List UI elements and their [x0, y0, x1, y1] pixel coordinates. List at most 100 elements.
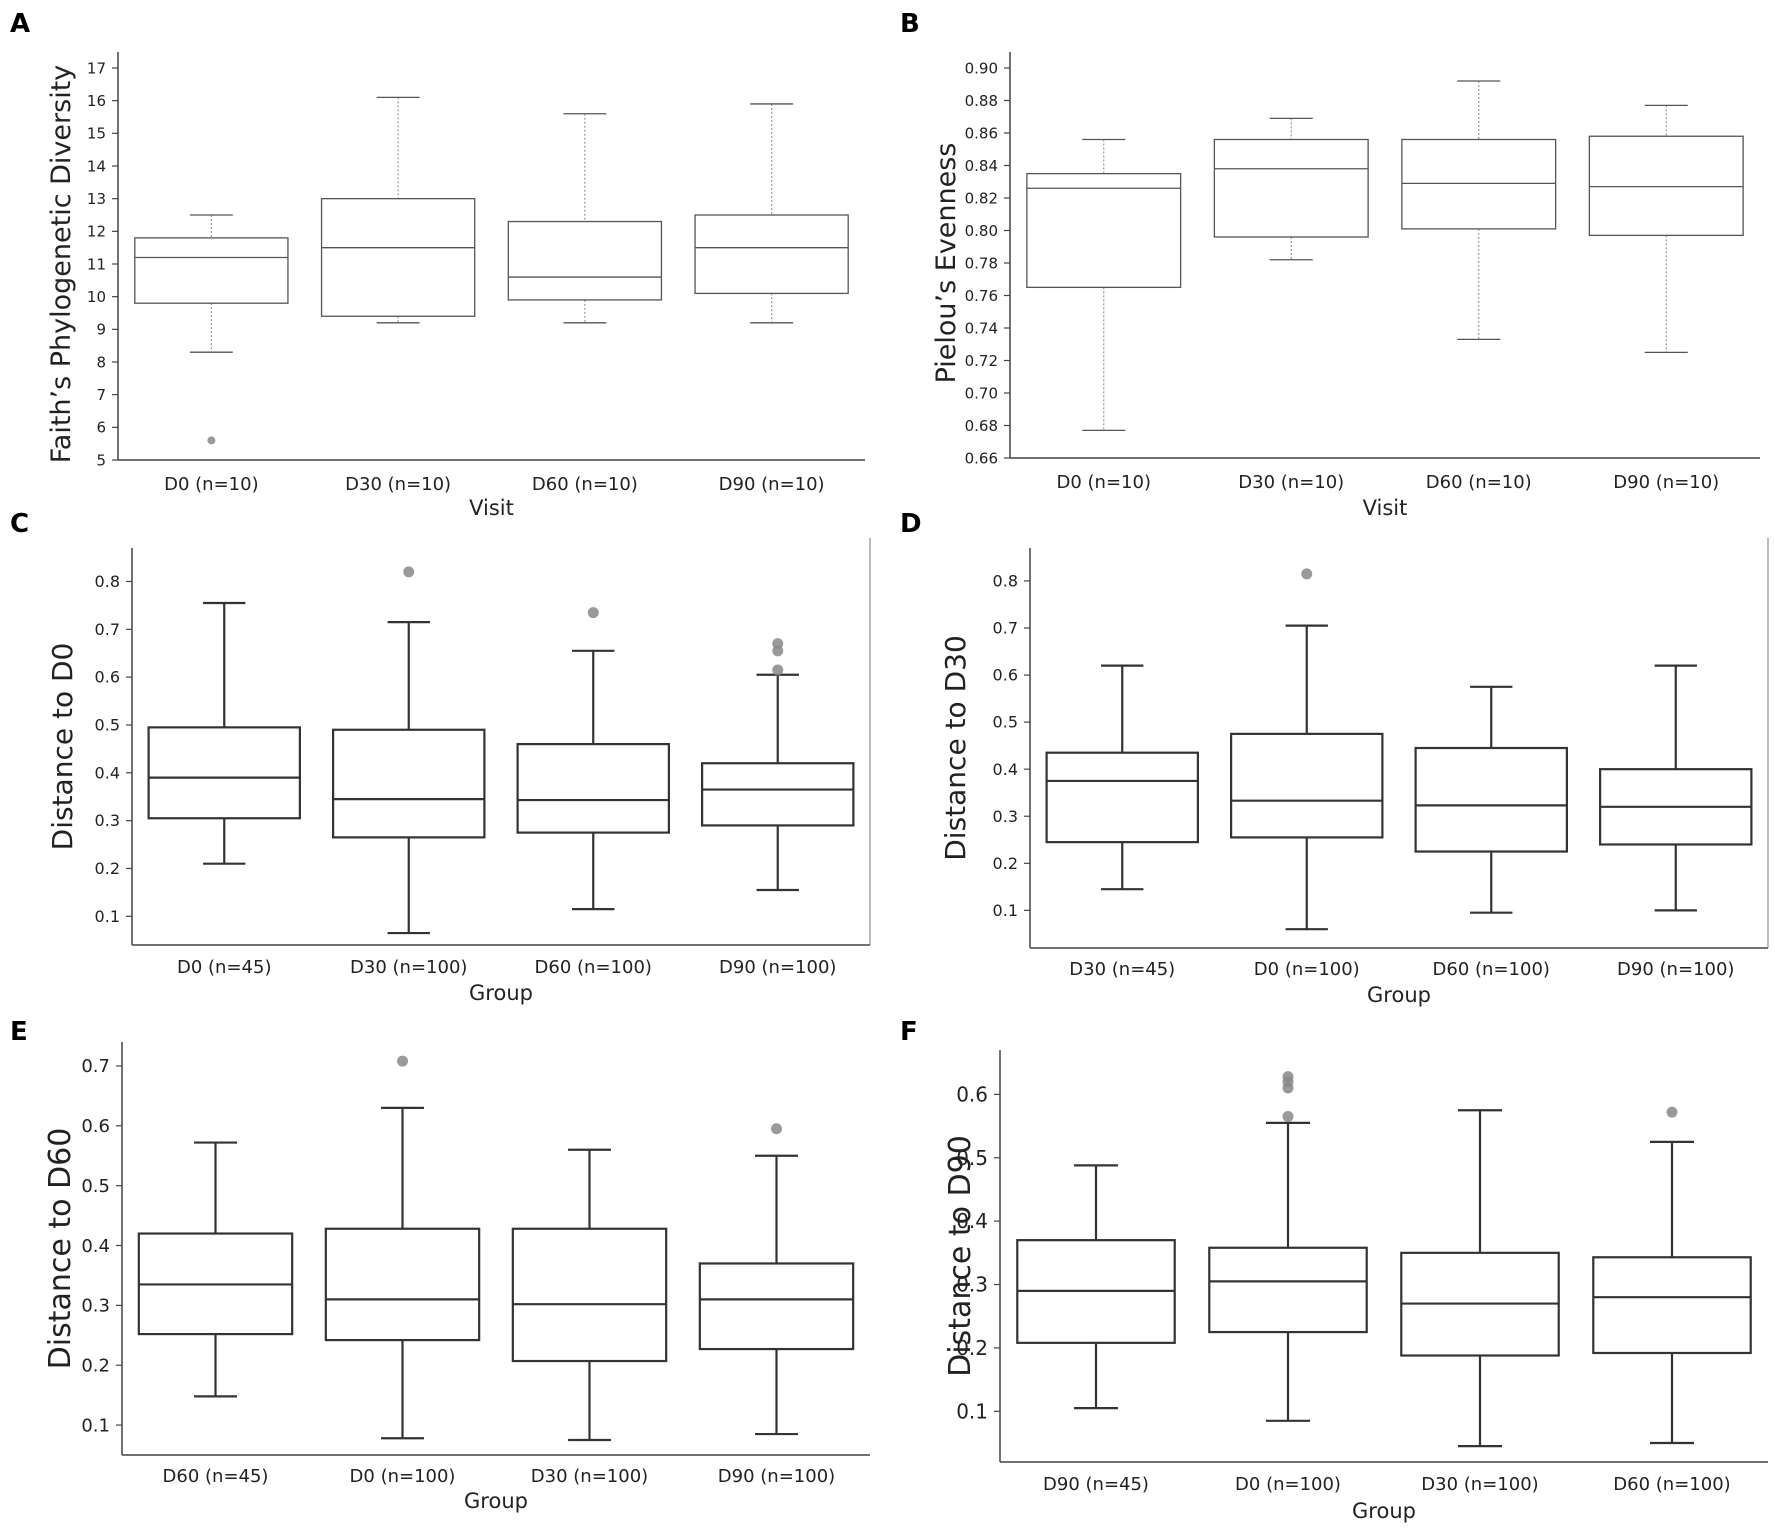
- box: [332, 728, 486, 839]
- y-tick-label: 0.80: [965, 222, 998, 240]
- outlier-point: [207, 436, 216, 445]
- x-tick-label: D90 (n=45): [1043, 1474, 1149, 1495]
- y-tick-label: 0.90: [965, 59, 998, 77]
- y-tick-label: 0.7: [95, 620, 120, 639]
- panel-d: D 0.1 0.2 0.3 0.4 0.5 0.6 0.7 0.8 Distance to D3…: [900, 509, 1769, 1007]
- y-tick-label: 0.84: [965, 157, 998, 175]
- x-tick-label: D30 (n=10): [345, 474, 451, 495]
- x-tick-label: D30 (n=100): [350, 957, 467, 978]
- panel-b: B 0.66 0.68 0.70 0.72 0.74 0.76 0.78 0.80 0.82 0.…: [900, 9, 1760, 520]
- y-axis-title: Faith’s Phylogenetic Diversity: [46, 65, 77, 464]
- box: [694, 214, 849, 295]
- panel-letter-a: A: [10, 9, 30, 39]
- outlier-point: [397, 1055, 408, 1067]
- y-tick-label: 0.78: [965, 254, 998, 272]
- x-tick-label: D90 (n=100): [718, 1466, 835, 1487]
- y-tick-label: 0.1: [95, 907, 120, 926]
- box: [1213, 138, 1369, 238]
- y-tick-label: 0.3: [81, 1296, 110, 1317]
- x-tick-label: D0 (n=10): [164, 474, 258, 495]
- outlier-point: [1666, 1106, 1678, 1118]
- box: [698, 1262, 855, 1351]
- outlier-point: [772, 638, 784, 650]
- box: [701, 762, 855, 827]
- x-tick-label: D90 (n=100): [719, 957, 836, 978]
- x-axis-title: Group: [1367, 983, 1431, 1007]
- y-axis-title: Distance to D30: [939, 635, 972, 861]
- panel-letter-d: D: [900, 509, 922, 539]
- y-tick-label: 0.6: [81, 1116, 110, 1137]
- x-tick-label: D60 (n=10): [532, 474, 638, 495]
- y-tick-label: 14: [87, 157, 106, 175]
- box: [1592, 1256, 1752, 1355]
- y-tick-label: 13: [87, 190, 106, 208]
- box: [320, 198, 476, 317]
- outlier-point: [403, 566, 415, 578]
- y-tick-label: 0.2: [956, 1336, 988, 1360]
- x-axis-title: Visit: [1363, 496, 1408, 520]
- y-tick-label: 11: [87, 255, 106, 273]
- x-tick-label: D30 (n=100): [1421, 1474, 1538, 1495]
- y-tick-label: 0.68: [965, 417, 998, 435]
- y-axis-title: Distance to D0: [46, 643, 79, 851]
- outlier-point: [772, 664, 784, 676]
- y-tick-label: 8: [96, 353, 106, 371]
- y-tick-label: 0.7: [993, 619, 1018, 638]
- y-tick-label: 0.3: [993, 807, 1018, 826]
- y-tick-label: 0.5: [956, 1146, 988, 1170]
- box: [516, 743, 670, 834]
- y-tick-label: 0.6: [95, 668, 120, 687]
- y-tick-label: 15: [87, 125, 106, 143]
- y-tick-label: 5: [96, 451, 106, 469]
- outlier-point: [1282, 1111, 1294, 1123]
- y-tick-label: 0.3: [95, 811, 120, 830]
- y-tick-label: 0.6: [956, 1082, 988, 1106]
- x-tick-label: D60 (n=100): [1613, 1474, 1730, 1495]
- outlier-point: [1282, 1071, 1294, 1083]
- panel-letter-b: B: [900, 9, 920, 39]
- panel-a: A 5 6 7 8 9 10 11 12 13 14 15 16 17 Faith’s Phylogene…: [10, 9, 865, 520]
- y-axis-title: Distance to D60: [43, 1128, 78, 1370]
- x-tick-label: D60 (n=100): [1433, 959, 1550, 980]
- y-tick-label: 0.5: [993, 713, 1018, 732]
- x-tick-label: D0 (n=100): [1254, 959, 1360, 980]
- y-tick-label: 10: [87, 288, 106, 306]
- y-tick-label: 0.4: [993, 760, 1018, 779]
- x-tick-label: D0 (n=45): [177, 957, 271, 978]
- box: [1026, 172, 1182, 289]
- y-tick-label: 0.76: [965, 287, 998, 305]
- x-tick-label: D90 (n=10): [719, 474, 825, 495]
- outlier-point: [1301, 568, 1313, 580]
- y-tick-label: 0.74: [965, 319, 998, 337]
- x-tick-label: D0 (n=100): [1235, 1474, 1341, 1495]
- y-axis-title: Pielou’s Evenness: [931, 143, 962, 384]
- x-axis-title: Visit: [469, 496, 514, 520]
- x-tick-label: D30 (n=100): [531, 1466, 648, 1487]
- y-tick-label: 0.82: [965, 189, 998, 207]
- box: [1414, 746, 1568, 853]
- x-axis-title: Group: [464, 1489, 528, 1513]
- x-tick-label: D90 (n=10): [1613, 472, 1719, 493]
- y-tick-label: 0.3: [956, 1273, 988, 1297]
- x-axis-title: Group: [1352, 1499, 1416, 1523]
- panel-letter-e: E: [10, 1017, 28, 1047]
- box: [1230, 732, 1384, 839]
- y-tick-label: 0.8: [95, 572, 120, 591]
- x-tick-label: D60 (n=10): [1426, 472, 1532, 493]
- y-tick-label: 0.7: [81, 1056, 110, 1077]
- box: [147, 726, 301, 820]
- y-axis-title: Distance to D90: [943, 1135, 978, 1377]
- box: [1045, 751, 1199, 844]
- y-tick-label: 16: [87, 92, 106, 110]
- outlier-point: [771, 1123, 782, 1135]
- y-tick-label: 0.70: [965, 384, 998, 402]
- y-tick-label: 0.8: [993, 572, 1018, 591]
- panel-c: C 0.1 0.2 0.3 0.4 0.5 0.6 0.7 0.8 Distance to D0…: [10, 509, 871, 1005]
- x-tick-label: D0 (n=100): [350, 1466, 456, 1487]
- y-tick-label: 0.1: [956, 1399, 988, 1423]
- box: [507, 220, 663, 301]
- box: [511, 1227, 668, 1363]
- x-tick-label: D30 (n=10): [1238, 472, 1344, 493]
- x-tick-label: D90 (n=100): [1617, 959, 1734, 980]
